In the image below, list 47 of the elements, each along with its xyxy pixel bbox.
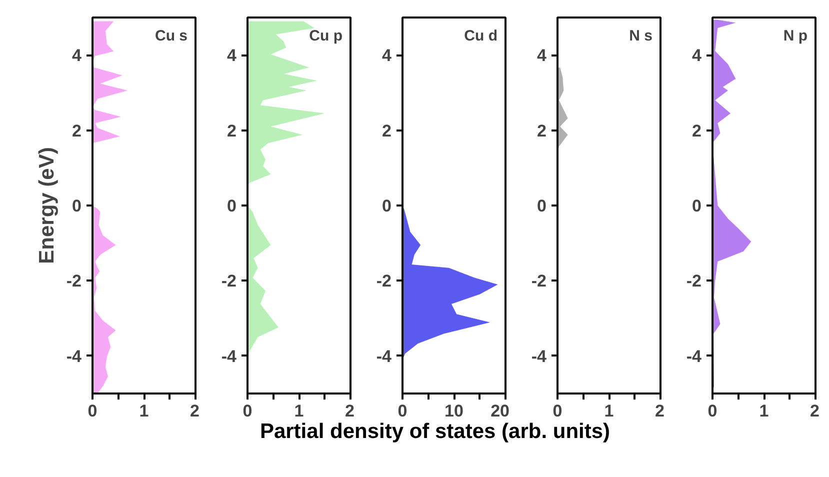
x-tick-label: 1 — [294, 402, 304, 420]
x-tick-label: 1 — [604, 402, 614, 420]
y-tick-label: 0 — [227, 196, 237, 216]
y-tick-label: -4 — [376, 346, 392, 366]
y-tick-label: 2 — [692, 121, 702, 140]
y-tick-label: -4 — [66, 346, 82, 366]
x-tick-label: 10 — [444, 402, 464, 420]
x-tick-label: 0 — [708, 402, 718, 420]
x-tick-label: 2 — [190, 402, 200, 420]
y-tick-label: -4 — [221, 346, 238, 366]
y-tick-label: 4 — [537, 46, 548, 66]
text: N p — [783, 28, 808, 44]
y-tick-label: 0 — [537, 196, 547, 216]
text: Cu s — [154, 28, 188, 44]
text: Partial density of states (arb. units) — [260, 419, 610, 445]
y-tick-label: 4 — [72, 46, 82, 66]
x-tick-label: 20 — [490, 402, 510, 420]
x-tick-label: 0 — [88, 402, 98, 420]
text: Cu p — [309, 28, 343, 44]
y-tick-label: 2 — [227, 121, 237, 140]
y-tick-label: -4 — [686, 346, 702, 366]
y-tick-label: -2 — [376, 272, 392, 291]
y-tick-label: 0 — [72, 196, 82, 216]
y-tick-label: 4 — [382, 46, 392, 66]
y-tick-label: -2 — [531, 272, 547, 291]
x-tick-label: 2 — [655, 402, 665, 420]
y-tick-label: 0 — [382, 196, 392, 216]
x-tick-label: 0 — [398, 402, 408, 420]
y-tick-label: 2 — [537, 121, 547, 140]
y-tick-label: -2 — [66, 272, 82, 291]
x-tick-label: 2 — [345, 402, 355, 420]
x-tick-label: 1 — [759, 402, 769, 420]
x-tick-label: 0 — [242, 402, 252, 420]
y-tick-label: 4 — [227, 46, 238, 66]
y-tick-label: 2 — [72, 121, 82, 140]
y-tick-label: -2 — [221, 272, 237, 291]
text: N s — [629, 28, 652, 44]
x-tick-label: 1 — [139, 402, 149, 420]
y-tick-label: 0 — [692, 196, 702, 216]
text: Cu d — [464, 28, 498, 44]
y-tick-label: 4 — [692, 46, 702, 66]
x-tick-label: 0 — [552, 402, 562, 420]
y-tick-label: -4 — [531, 346, 548, 366]
y-tick-label: -2 — [686, 272, 702, 291]
x-tick-label: 2 — [810, 402, 820, 420]
y-axis-title: Energy (eV) — [35, 147, 58, 264]
y-tick-label: 2 — [382, 121, 392, 140]
